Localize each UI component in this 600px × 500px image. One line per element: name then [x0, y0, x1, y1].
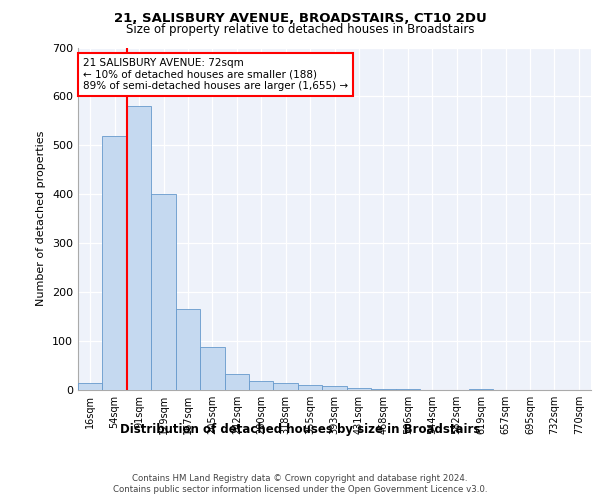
- Bar: [371, 389, 395, 390]
- Bar: [103, 136, 127, 390]
- Bar: [200, 347, 224, 390]
- Bar: [127, 106, 151, 390]
- Y-axis label: Number of detached properties: Number of detached properties: [37, 131, 46, 306]
- Bar: [322, 386, 347, 390]
- Bar: [176, 310, 200, 390]
- Bar: [469, 389, 493, 390]
- Text: 21, SALISBURY AVENUE, BROADSTAIRS, CT10 2DU: 21, SALISBURY AVENUE, BROADSTAIRS, CT10 …: [113, 12, 487, 26]
- Bar: [274, 382, 298, 390]
- Bar: [249, 381, 274, 390]
- Text: Contains HM Land Registry data © Crown copyright and database right 2024.: Contains HM Land Registry data © Crown c…: [132, 474, 468, 483]
- Bar: [224, 374, 249, 390]
- Bar: [395, 389, 420, 390]
- Bar: [298, 385, 322, 390]
- Text: Contains public sector information licensed under the Open Government Licence v3: Contains public sector information licen…: [113, 485, 487, 494]
- Bar: [151, 194, 176, 390]
- Text: Size of property relative to detached houses in Broadstairs: Size of property relative to detached ho…: [126, 22, 474, 36]
- Text: 21 SALISBURY AVENUE: 72sqm
← 10% of detached houses are smaller (188)
89% of sem: 21 SALISBURY AVENUE: 72sqm ← 10% of deta…: [83, 58, 348, 91]
- Bar: [347, 388, 371, 390]
- Text: Distribution of detached houses by size in Broadstairs: Distribution of detached houses by size …: [120, 422, 480, 436]
- Bar: [78, 382, 103, 390]
